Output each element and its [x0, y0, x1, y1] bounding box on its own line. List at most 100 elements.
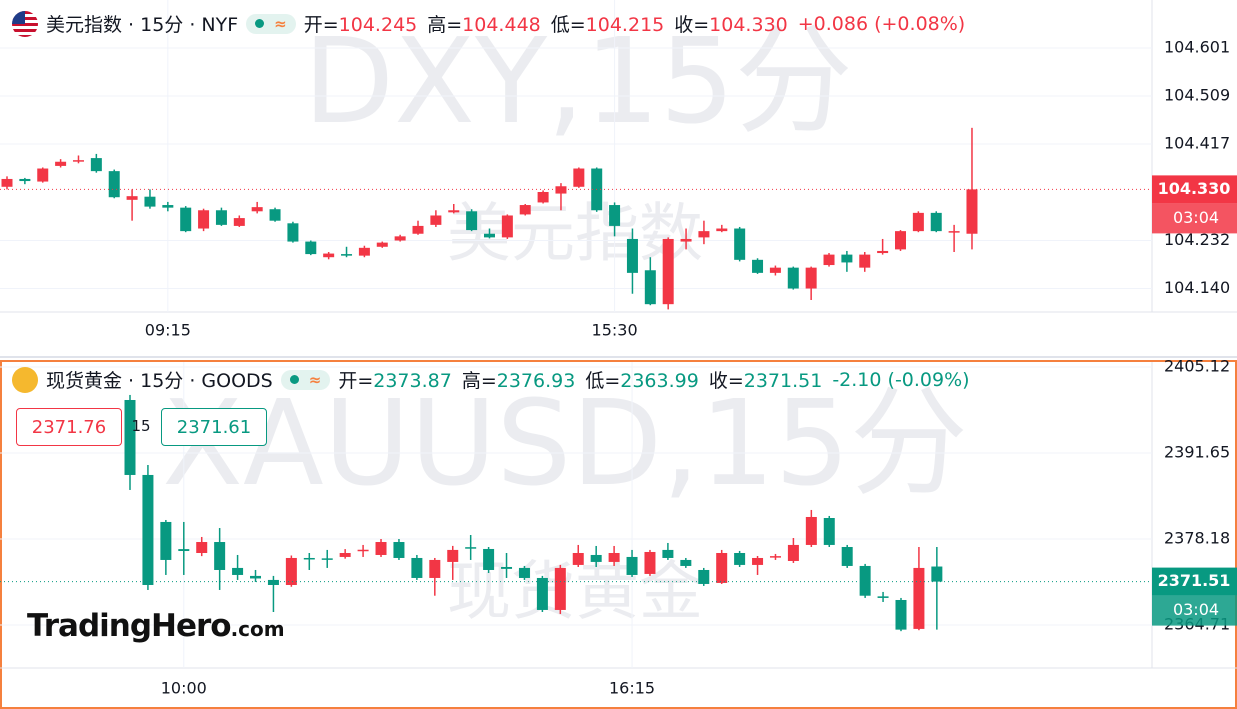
candle-body	[393, 542, 405, 558]
candle-body	[178, 549, 190, 552]
legend-item: 开=104.245	[304, 10, 418, 37]
flag-canton	[12, 10, 25, 24]
candle-body	[609, 205, 621, 226]
candle-body	[466, 211, 478, 231]
legend-value: 2363.99	[620, 370, 699, 392]
y-tick-label: 104.601	[1164, 38, 1230, 57]
candle-body	[55, 161, 67, 166]
candle-body	[394, 236, 406, 241]
candle-body	[912, 212, 924, 232]
candle-body	[752, 557, 764, 565]
candle-body	[626, 556, 638, 575]
buy-button[interactable]: 2371.61	[161, 408, 267, 446]
status-pill[interactable]: ≈	[246, 13, 296, 34]
candle-body	[805, 267, 817, 289]
candle-body	[948, 231, 960, 233]
logo-suffix: .com	[230, 617, 285, 641]
active-pane-border	[0, 360, 1237, 709]
last-price-label: 2371.51	[1158, 571, 1231, 590]
legend-item: 低=104.215	[551, 10, 665, 37]
candle-body	[662, 549, 674, 558]
candle-body	[412, 225, 424, 234]
candle-body	[341, 254, 353, 256]
candle-body	[160, 521, 172, 560]
candle-body	[72, 160, 84, 162]
symbol-title: 美元指数 · 15分 · NYF	[46, 14, 239, 36]
candle-body	[841, 254, 853, 263]
legend-label: 开=	[303, 14, 339, 36]
candle-body	[859, 565, 871, 596]
x-tick-label: 16:15	[609, 679, 655, 698]
candle-body	[162, 205, 174, 208]
candle-body	[841, 546, 853, 566]
y-tick-label: 2391.65	[1164, 442, 1230, 461]
candle-body	[931, 566, 943, 582]
y-tick-label: 104.232	[1164, 230, 1230, 249]
candle-body	[680, 559, 692, 566]
legend-item: 高=104.448	[427, 10, 541, 37]
candle-body	[698, 231, 710, 238]
legend-item: 收=2371.51	[709, 366, 823, 393]
status-dot	[289, 375, 299, 384]
candle-body	[303, 557, 315, 560]
candle-body	[734, 552, 746, 565]
candle-body	[285, 557, 297, 585]
status-pill[interactable]: ≈	[280, 369, 331, 390]
candle-body	[448, 210, 460, 213]
candle-body	[358, 247, 370, 256]
x-tick-label: 10:00	[161, 679, 207, 698]
candle-body	[752, 259, 764, 273]
candle-body	[769, 267, 781, 273]
candle-body	[250, 575, 262, 579]
candle-body	[357, 549, 369, 552]
candle-body	[716, 552, 728, 583]
candle-body	[251, 207, 263, 212]
candle-body	[877, 250, 889, 254]
candle-body	[196, 542, 208, 553]
gold-icon	[12, 366, 38, 393]
candle-body	[501, 566, 513, 569]
candle-body	[465, 547, 477, 549]
candle-body	[518, 567, 530, 578]
candle-body	[859, 254, 871, 268]
legend-label: 收=	[674, 14, 710, 36]
spread-label: 15	[131, 417, 151, 435]
legend-item: 收=104.330	[674, 10, 788, 37]
wave-icon: ≈	[274, 14, 287, 33]
legend-label: 开=	[338, 370, 374, 392]
candle-body	[19, 178, 31, 182]
candle-body	[339, 552, 351, 557]
y-tick-label: 104.140	[1164, 278, 1230, 297]
flag-icon	[12, 10, 38, 37]
symbol-title: 现货黄金 · 15分 · GOODS	[46, 370, 273, 392]
candle-body	[913, 567, 925, 629]
legend-value: 2373.87	[373, 370, 452, 392]
candle-body	[895, 231, 906, 250]
candle-body	[323, 253, 335, 258]
y-tick-label: 2405.12	[1164, 356, 1230, 375]
candle-body	[1, 178, 13, 187]
candle-body	[305, 241, 317, 255]
candle-body	[805, 516, 817, 545]
sell-button[interactable]: 2371.76	[16, 408, 122, 446]
legend-label: 收=	[708, 370, 744, 392]
candle-body	[376, 242, 388, 247]
legend-value: 2371.51	[743, 370, 823, 392]
candle-body	[734, 228, 746, 260]
legend-change: +0.086 (+0.08%)	[797, 12, 966, 35]
legend-label: 高=	[461, 370, 497, 392]
candle-body	[698, 569, 710, 584]
legend-header: 现货黄金 · 15分 · GOODS ≈ 开=2373.87 高=2376.93 低=2…	[12, 366, 970, 393]
candle-body	[375, 542, 387, 555]
candle-body	[321, 558, 333, 560]
candle-body	[537, 192, 549, 203]
candle-body	[144, 196, 156, 207]
candle-body	[626, 238, 638, 273]
candle-body	[501, 215, 513, 238]
candle-body	[823, 254, 835, 266]
candle-body	[126, 196, 138, 200]
candle-body	[429, 559, 441, 578]
legend-value: 104.215	[585, 14, 665, 36]
countdown-label: 03:04	[1173, 600, 1219, 619]
